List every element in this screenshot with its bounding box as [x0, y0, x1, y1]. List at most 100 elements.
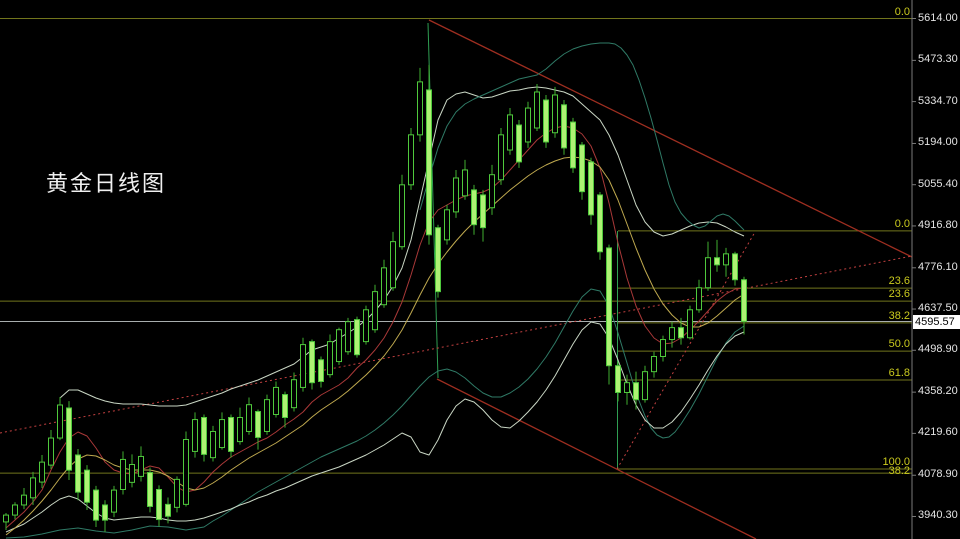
candle-body [156, 488, 162, 521]
candle-body [606, 247, 612, 367]
fib-level-label: 38.2 [888, 465, 910, 478]
candle-body [354, 319, 360, 356]
candle-body [660, 339, 666, 357]
candle-body [597, 194, 603, 253]
candle-body [381, 267, 387, 306]
axis-price-label: 5334.70 [918, 94, 958, 107]
band-white-upper [59, 86, 745, 407]
candle-body [435, 227, 441, 293]
fib-a-anchor-line [427, 22, 439, 379]
candle-body [552, 94, 558, 134]
band-teal-lower [5, 288, 745, 539]
candle-body [246, 404, 252, 432]
candle-body [336, 329, 342, 363]
candle-body [93, 489, 99, 521]
candle-body [75, 454, 81, 493]
candle-body [570, 121, 576, 169]
candle-body [30, 477, 36, 499]
fib-b-anchor-diagonal-dotted [616, 231, 756, 470]
fib-level-label: 0.0 [894, 217, 910, 230]
current-price-box: 4595.57 [913, 314, 960, 329]
candle-body [201, 416, 207, 455]
band-teal-upper [419, 42, 745, 231]
candle-body [57, 404, 63, 439]
candle-body [705, 257, 711, 289]
candle-body [489, 174, 495, 209]
candle-body [678, 327, 684, 339]
candle-body [543, 99, 549, 143]
candle-body [48, 437, 54, 466]
candle-body [534, 91, 540, 129]
candle-body [237, 416, 243, 443]
axis-price-label: 4916.80 [918, 218, 958, 231]
axis-price-label: 5473.30 [918, 53, 958, 66]
candle-body [417, 81, 423, 136]
candle-body [300, 344, 306, 388]
candle-body [462, 169, 468, 197]
candle-body [687, 309, 693, 339]
fib-level-label: 100.0 [882, 455, 910, 468]
candle-body [309, 341, 315, 384]
candle-body [66, 407, 72, 471]
axis-price-label: 5194.00 [918, 136, 958, 149]
axis-price-label: 4637.50 [918, 302, 958, 315]
candle-body [525, 107, 531, 143]
candle-body [732, 253, 738, 281]
candle-body [318, 359, 324, 382]
candle-body [21, 494, 27, 506]
candle-body [669, 327, 675, 341]
candle-body [3, 514, 9, 523]
candle-body [12, 504, 18, 516]
candle-body [273, 386, 279, 416]
fib-level-label: 50.0 [888, 338, 910, 351]
fib-level-label: 0.0 [894, 5, 910, 18]
candle-body [444, 209, 450, 241]
candle-body [453, 177, 459, 213]
candle-body [210, 430, 216, 459]
candle-body [651, 355, 657, 373]
candle-body [516, 124, 522, 163]
candle-body [723, 253, 729, 266]
fib-level-label: 23.6 [888, 275, 910, 288]
candle-body [372, 291, 378, 331]
candle-body [120, 458, 126, 490]
candle-body [165, 503, 171, 517]
fib-level-label: 61.8 [888, 366, 910, 379]
descending-trendline [428, 19, 913, 258]
candle-body [219, 419, 225, 449]
candle-body [345, 321, 351, 353]
candle-body [111, 489, 117, 513]
candle-body [327, 341, 333, 376]
candle-body [129, 463, 135, 483]
candle-body [138, 455, 144, 477]
candle-body [390, 241, 396, 289]
candle-body [102, 504, 108, 521]
candle-body [714, 257, 720, 266]
candle-body [633, 382, 639, 401]
candle-body [363, 309, 369, 343]
candle-body [696, 287, 702, 311]
candle-body [282, 394, 288, 418]
candle-body [39, 461, 45, 483]
candle-body [183, 439, 189, 505]
candle-body [615, 365, 621, 393]
axis-price-label: 4078.90 [918, 468, 958, 481]
candle-body [174, 478, 180, 508]
axis-price-label: 3940.30 [918, 509, 958, 522]
chart-title: 黄金日线图 [46, 171, 167, 196]
candle-body [264, 399, 270, 432]
axis-price-label: 5055.40 [918, 177, 958, 190]
fib-level-label: 38.2 [888, 309, 910, 322]
candle-body [471, 189, 477, 226]
candle-body [741, 279, 747, 322]
candle-body [480, 194, 486, 229]
candle-body [624, 382, 630, 393]
candle-body [408, 134, 414, 186]
candle-body [255, 411, 261, 438]
candle-body [579, 144, 585, 193]
axis-price-label: 4358.20 [918, 385, 958, 398]
candle-body [291, 379, 297, 409]
candle-body [399, 184, 405, 248]
